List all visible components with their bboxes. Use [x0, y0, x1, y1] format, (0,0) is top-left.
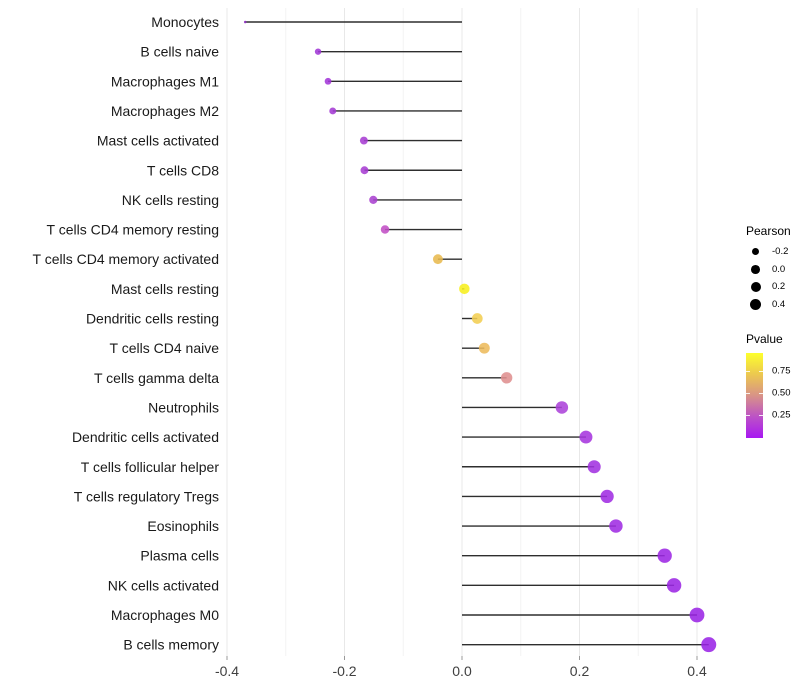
y-axis-label: Dendritic cells activated — [72, 429, 219, 445]
dot-t-cells-cd4-memory-activated — [432, 254, 443, 265]
pearson-legend-entry: -0.2 — [744, 243, 791, 261]
pvalue-tick-mark — [746, 415, 750, 416]
dot-dendritic-cells-activated — [579, 430, 593, 444]
y-axis-label: Plasma cells — [140, 548, 219, 564]
x-axis-tick-label: -0.4 — [215, 663, 239, 679]
x-axis-tick-label: 0.4 — [687, 663, 707, 679]
pvalue-tick-label: 0.50 — [772, 387, 791, 399]
y-axis-label: T cells CD4 naive — [110, 340, 220, 356]
pearson-legend-title: Pearson — [746, 224, 791, 238]
dot-eosinophils — [609, 519, 623, 533]
dot-t-cells-follicular-helper — [587, 460, 601, 474]
pearson-legend-entry: 0.4 — [744, 296, 791, 314]
y-axis-label: Eosinophils — [147, 518, 219, 534]
pvalue-legend-title: Pvalue — [746, 332, 783, 346]
y-axis-label: Monocytes — [151, 14, 219, 30]
pvalue-tick-label: 0.75 — [772, 365, 791, 377]
pvalue-gradient-bar: 0.75 0.50 0.25 — [746, 353, 791, 438]
y-axis-label: T cells CD8 — [147, 162, 219, 178]
pearson-legend-dot-cell — [748, 264, 763, 274]
y-axis-label: Mast cells activated — [97, 133, 219, 149]
y-axis-label: B cells naive — [140, 44, 219, 60]
dot-nk-cells-resting — [369, 195, 378, 204]
pearson-legend-dot-cell — [748, 298, 763, 310]
dot-t-cells-regulatory-tregs — [600, 489, 614, 504]
dot-t-cells-cd4-memory-resting — [380, 225, 390, 234]
y-axis-label: T cells CD4 memory resting — [47, 222, 219, 238]
pearson-legend-dot-icon — [749, 298, 762, 310]
pearson-legend-value-label: 0.4 — [772, 298, 786, 310]
dot-neutrophils — [555, 401, 569, 414]
pearson-legend-value-label: 0.0 — [772, 263, 786, 275]
x-axis-tick-label: -0.2 — [332, 663, 356, 679]
dot-mast-cells-activated — [359, 136, 368, 145]
pvalue-tick-mark — [759, 371, 763, 372]
y-axis-label: Macrophages M0 — [111, 607, 219, 623]
y-axis-label: T cells gamma delta — [94, 370, 219, 386]
pearson-size-legend: Pearson -0.2 0.0 0.2 0.4 — [744, 224, 791, 313]
pearson-legend-entries: -0.2 0.0 0.2 0.4 — [744, 243, 791, 313]
y-axis-label: NK cells activated — [108, 577, 219, 593]
y-axis-label: Macrophages M2 — [111, 103, 219, 119]
pvalue-color-legend: Pvalue 0.75 0.50 0.25 — [744, 332, 791, 438]
dot-macrophages-m1 — [324, 77, 332, 85]
pearson-legend-value-label: 0.2 — [772, 281, 786, 293]
y-axis-label: Macrophages M1 — [111, 73, 219, 89]
pearson-legend-dot-icon — [751, 264, 760, 274]
dot-b-cells-memory — [701, 637, 717, 653]
pvalue-gradient-fill — [746, 353, 763, 438]
dot-t-cells-cd8 — [360, 166, 369, 175]
y-axis-label: NK cells resting — [122, 192, 219, 208]
pearson-legend-dot-icon — [750, 281, 761, 292]
pearson-legend-value-label: -0.2 — [772, 246, 789, 258]
pvalue-tick-mark — [759, 393, 763, 394]
pvalue-tick-mark — [759, 415, 763, 416]
x-axis-tick-label: 0.2 — [570, 663, 590, 679]
y-axis-label: T cells follicular helper — [81, 459, 220, 475]
pearson-legend-dot-icon — [751, 248, 760, 256]
dot-b-cells-naive — [314, 48, 322, 55]
pvalue-tick-mark — [746, 393, 750, 394]
pearson-legend-entry: 0.2 — [744, 278, 791, 296]
dot-dendritic-cells-resting — [471, 313, 483, 324]
dot-monocytes — [243, 20, 247, 24]
dot-macrophages-m2 — [329, 107, 337, 115]
dot-mast-cells-resting — [459, 283, 470, 295]
y-axis-label: T cells regulatory Tregs — [74, 488, 219, 504]
y-axis-label: T cells CD4 memory activated — [33, 251, 219, 267]
dot-plasma-cells — [657, 548, 672, 563]
pvalue-tick-mark — [746, 371, 750, 372]
x-axis-tick-label: 0.0 — [452, 663, 472, 679]
dot-macrophages-m0 — [689, 607, 705, 623]
pearson-legend-dot-cell — [748, 248, 763, 256]
pearson-legend-dot-cell — [748, 281, 763, 292]
pearson-legend-entry: 0.0 — [744, 261, 791, 279]
y-axis-label: Mast cells resting — [111, 281, 219, 297]
dot-nk-cells-activated — [666, 578, 682, 593]
y-axis-label: B cells memory — [123, 637, 219, 653]
y-axis-label: Dendritic cells resting — [86, 311, 219, 327]
dot-t-cells-cd4-naive — [478, 342, 490, 354]
y-axis-label: Neutrophils — [148, 399, 219, 415]
dot-t-cells-gamma-delta — [500, 372, 513, 384]
pvalue-tick-label: 0.25 — [772, 409, 791, 421]
